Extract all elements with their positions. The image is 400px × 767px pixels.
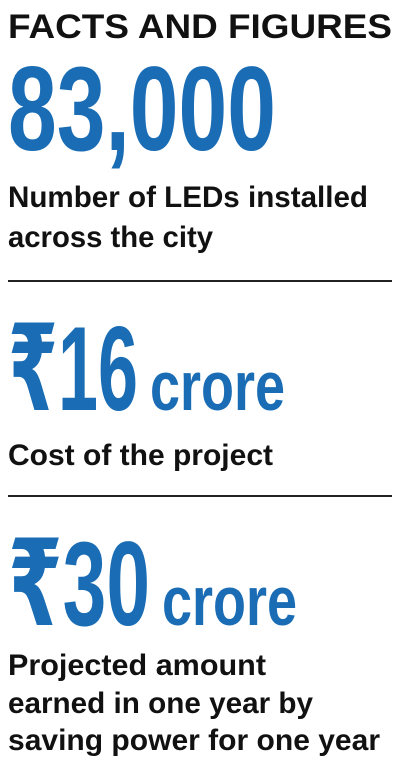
figure: ₹30 bbox=[8, 517, 150, 651]
figure: ₹16 bbox=[8, 302, 138, 436]
figure: 83,000 bbox=[8, 42, 276, 176]
caption: earned in one year by bbox=[8, 687, 313, 720]
caption: across the city bbox=[8, 221, 213, 254]
title: FACTS AND FIGURES bbox=[8, 8, 392, 46]
unit: crore bbox=[162, 562, 297, 640]
caption: saving power for one year bbox=[8, 724, 380, 757]
unit: crore bbox=[150, 347, 285, 425]
caption: Cost of the project bbox=[8, 439, 273, 472]
caption: Number of LEDs installed bbox=[8, 181, 368, 214]
caption: Projected amount bbox=[8, 649, 266, 682]
